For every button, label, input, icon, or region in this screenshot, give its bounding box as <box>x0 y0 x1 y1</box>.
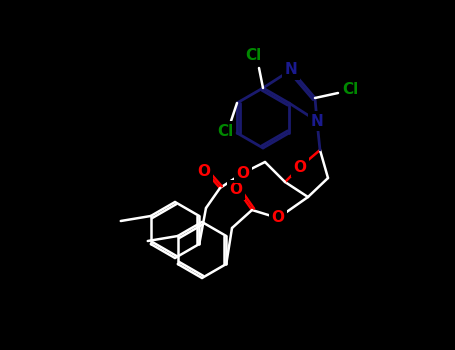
Text: O: O <box>229 182 243 197</box>
Text: O: O <box>237 166 249 181</box>
Text: O: O <box>197 164 211 180</box>
Text: Cl: Cl <box>245 49 261 63</box>
Text: O: O <box>272 210 284 225</box>
Text: Cl: Cl <box>342 83 358 98</box>
Text: N: N <box>311 113 324 128</box>
Text: N: N <box>285 63 298 77</box>
Text: O: O <box>293 160 307 175</box>
Text: Cl: Cl <box>217 124 233 139</box>
